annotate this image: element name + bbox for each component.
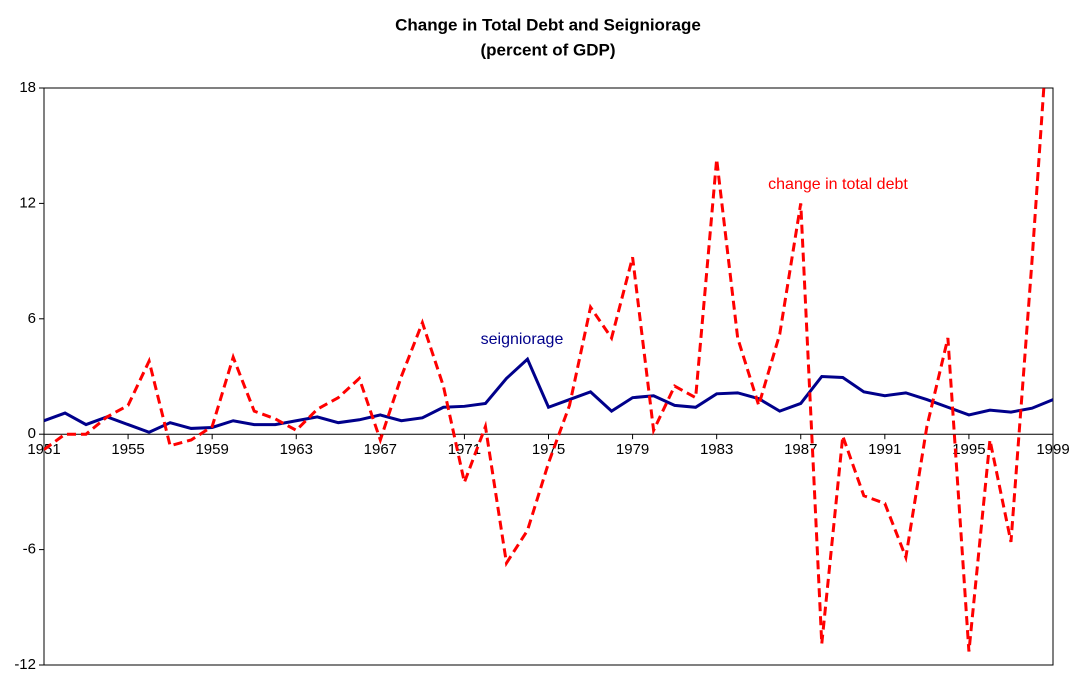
y-tick-label: 12: [19, 194, 36, 211]
series-line: [44, 88, 1046, 652]
y-tick-label: 18: [19, 79, 36, 96]
x-tick-label: 1983: [700, 441, 733, 458]
x-tick-label: 1967: [364, 441, 397, 458]
x-tick-label: 1959: [195, 441, 228, 458]
y-tick-label: 6: [28, 310, 36, 327]
series-label: change in total debt: [768, 176, 908, 193]
y-tick-label: -12: [14, 656, 36, 673]
x-tick-label: 1975: [532, 441, 565, 458]
x-tick-label: 1979: [616, 441, 649, 458]
x-tick-label: 1995: [952, 441, 985, 458]
y-tick-label: -6: [23, 541, 36, 558]
plot-frame: [43, 87, 1054, 666]
y-tick-label: 0: [28, 425, 36, 442]
x-tick-label: 1963: [280, 441, 313, 458]
series-label: seigniorage: [481, 331, 564, 348]
x-tick-label: 1987: [784, 441, 817, 458]
series-line: [44, 356, 1053, 434]
chart-subtitle: (percent of GDP): [480, 40, 615, 59]
x-tick-label: 1951: [27, 441, 60, 458]
x-tick-label: 1991: [868, 441, 901, 458]
x-tick-label: 1955: [111, 441, 144, 458]
x-tick-label: 1999: [1036, 441, 1069, 458]
chart-title: Change in Total Debt and Seigniorage: [395, 15, 701, 34]
